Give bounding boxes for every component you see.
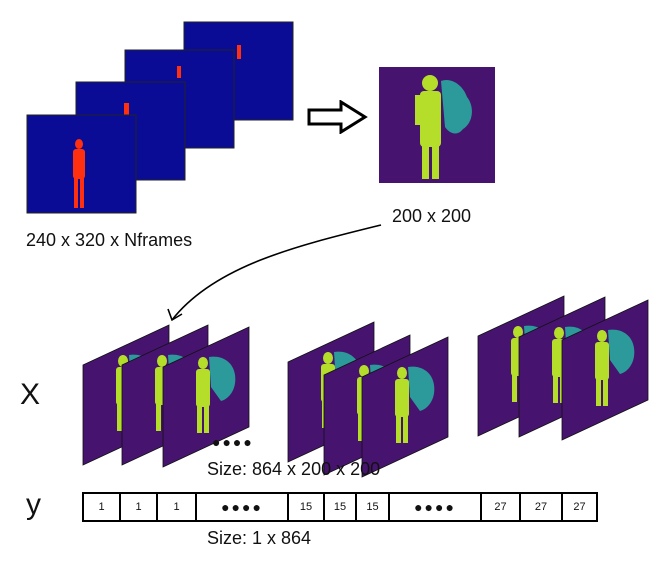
y-cell: 1: [82, 492, 121, 522]
y-cell: 27: [480, 492, 521, 522]
y-label: y: [26, 488, 41, 521]
y-cell: 27: [519, 492, 563, 522]
thermal-frame-1: [26, 114, 137, 214]
right-arrow-icon: [307, 100, 368, 134]
x-group-2: [287, 321, 449, 478]
processed-frame: [379, 67, 495, 183]
y-cell: 1: [156, 492, 197, 522]
x-label: X: [20, 378, 41, 411]
y-size-label: Size: 1 x 864: [207, 528, 312, 548]
y-cell: 15: [355, 492, 390, 522]
y-cell: 15: [287, 492, 325, 522]
thermal-frames-graphic: [26, 21, 294, 214]
frame-size-label: 200 x 200: [392, 206, 472, 226]
thermal-frame-stack: [0, 0, 300, 220]
x-size-label: Size: 864 x 200 x 200: [207, 459, 381, 479]
y-cell: 27: [561, 492, 598, 522]
thermal-person-silhouette: [73, 139, 85, 208]
y-cell: 15: [323, 492, 357, 522]
y-cell: 1: [119, 492, 158, 522]
y-cell-ellipsis: ●●●●: [388, 492, 482, 522]
y-cell-ellipsis: ●●●●: [195, 492, 289, 522]
input-size-label: 240 x 320 x Nframes: [26, 230, 193, 250]
person-silhouette: [415, 75, 441, 179]
x-ellipsis: ●●●●: [212, 434, 254, 450]
x-group-3: [477, 295, 649, 441]
